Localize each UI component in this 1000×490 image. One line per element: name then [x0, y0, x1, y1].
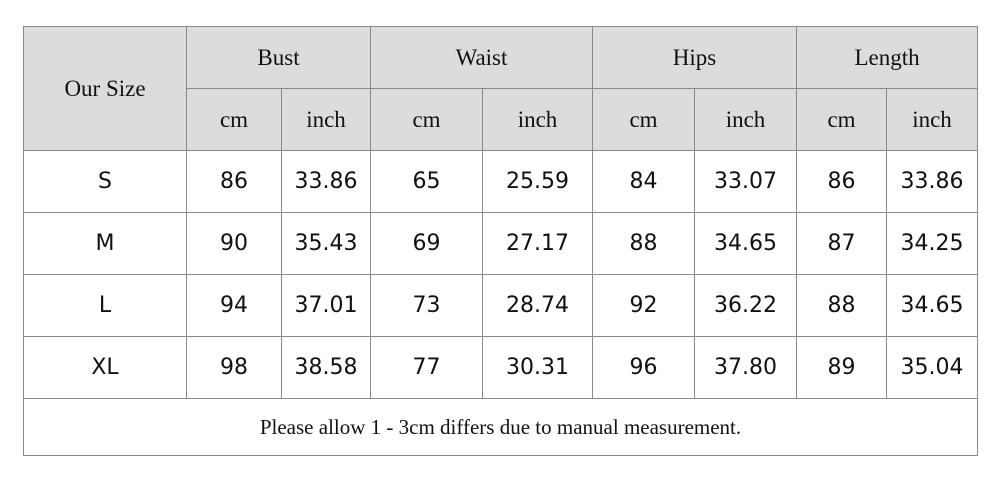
waist-cm-cell: 65 [370, 150, 483, 213]
hips-cm-cell: 96 [592, 336, 695, 399]
waist-inch-cell: 28.74 [482, 274, 593, 337]
bust-cm-cell: 90 [186, 212, 282, 275]
size-chart-table: Our Size Bust Waist Hips Length cm inch … [22, 26, 979, 456]
length-cm-cell: 89 [796, 336, 888, 399]
table-row-m: M 90 35.43 69 27.17 88 34.65 87 34.25 [23, 212, 979, 275]
unit-header-length-inch: inch [886, 88, 979, 151]
waist-inch-cell: 25.59 [482, 150, 593, 213]
size-column-header: Our Size [23, 26, 187, 151]
bust-inch-cell: 35.43 [281, 212, 371, 275]
header-row-groups: Our Size Bust Waist Hips Length [23, 26, 979, 151]
measurement-note: Please allow 1 - 3cm differs due to manu… [22, 398, 979, 456]
waist-cm-cell: 77 [370, 336, 483, 399]
hips-cm-cell: 88 [592, 212, 695, 275]
unit-header-waist-inch: inch [482, 88, 593, 151]
bust-inch-cell: 37.01 [281, 274, 371, 337]
hips-cm-cell: 92 [592, 274, 695, 337]
header-row-units: cm inch cm inch cm inch cm inch [24, 88, 979, 151]
bust-cm-cell: 94 [186, 274, 282, 337]
bust-cm-cell: 98 [186, 336, 282, 399]
waist-inch-cell: 27.17 [482, 212, 593, 275]
waist-cm-cell: 69 [370, 212, 483, 275]
hips-inch-cell: 33.07 [693, 150, 798, 213]
hips-cm-cell: 84 [592, 150, 695, 213]
unit-header-bust-cm: cm [186, 88, 282, 151]
group-header-hips: Hips [591, 26, 798, 89]
length-inch-cell: 34.25 [886, 212, 979, 275]
length-cm-cell: 87 [796, 212, 888, 275]
bust-cm-cell: 86 [186, 150, 282, 213]
size-cell: XL [23, 336, 187, 399]
hips-inch-cell: 36.22 [693, 274, 798, 337]
table-row-xl: XL 98 38.58 77 30.31 96 37.80 89 35.04 [23, 336, 979, 399]
size-cell: L [23, 274, 187, 337]
group-header-length: Length [796, 26, 979, 89]
unit-header-waist-cm: cm [370, 88, 483, 151]
waist-inch-cell: 30.31 [482, 336, 593, 399]
unit-header-bust-inch: inch [281, 88, 371, 151]
group-header-waist: Waist [370, 26, 593, 89]
table-row-s: S 86 33.86 65 25.59 84 33.07 86 33.86 [23, 150, 979, 213]
unit-header-length-cm: cm [796, 88, 888, 151]
unit-header-hips-inch: inch [693, 88, 798, 151]
size-cell: M [23, 212, 187, 275]
bust-inch-cell: 33.86 [281, 150, 371, 213]
length-inch-cell: 33.86 [886, 150, 979, 213]
hips-inch-cell: 37.80 [693, 336, 798, 399]
length-cm-cell: 88 [796, 274, 888, 337]
bust-inch-cell: 38.58 [281, 336, 371, 399]
size-cell: S [23, 150, 187, 213]
group-header-bust: Bust [186, 26, 371, 89]
note-row: Please allow 1 - 3cm differs due to manu… [22, 398, 979, 456]
hips-inch-cell: 34.65 [693, 212, 798, 275]
waist-cm-cell: 73 [370, 274, 483, 337]
unit-header-hips-cm: cm [592, 88, 695, 151]
length-inch-cell: 34.65 [886, 274, 979, 337]
table-row-l: L 94 37.01 73 28.74 92 36.22 88 34.65 [23, 274, 979, 337]
length-inch-cell: 35.04 [886, 336, 979, 399]
length-cm-cell: 86 [796, 150, 888, 213]
